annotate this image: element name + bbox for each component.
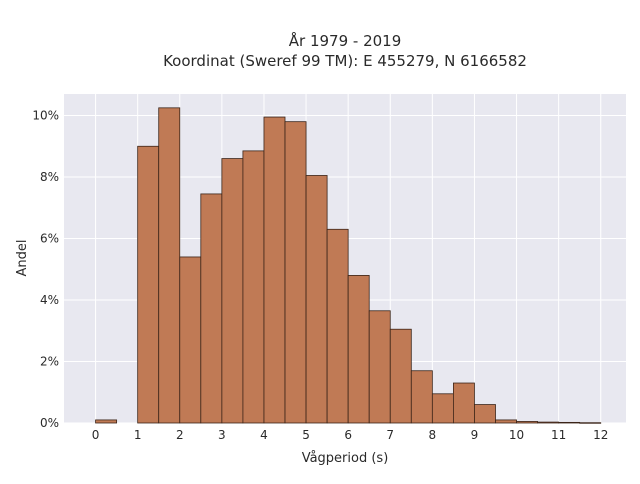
y-tick-label: 10%: [32, 109, 59, 123]
chart-title-line-1: År 1979 - 2019: [289, 31, 402, 50]
x-tick-label: 9: [471, 428, 479, 442]
histogram-bar: [495, 419, 517, 424]
histogram-bar: [516, 421, 538, 424]
histogram-bar: [579, 422, 602, 424]
histogram-bar: [305, 175, 328, 424]
y-tick-label: 6%: [40, 232, 59, 246]
histogram-bar: [368, 310, 391, 424]
histogram-bar: [158, 107, 181, 424]
chart-title-line-2: Koordinat (Sweref 99 TM): E 455279, N 61…: [163, 52, 527, 70]
y-tick-label: 4%: [40, 293, 59, 307]
y-axis-label: Andel: [15, 240, 30, 277]
x-tick-label: 3: [218, 428, 226, 442]
x-tick-label: 11: [551, 428, 566, 442]
histogram-bar: [221, 158, 244, 424]
histogram-bar: [242, 150, 265, 424]
histogram-bar: [95, 419, 118, 424]
histogram-bar: [453, 382, 475, 424]
x-tick-label: 4: [260, 428, 268, 442]
y-axis-ticks: 0% 2% 4% 6% 8% 10%: [32, 109, 59, 430]
x-tick-label: 8: [429, 428, 437, 442]
histogram-bar: [200, 193, 223, 424]
histogram-bar: [474, 404, 496, 424]
histogram-bar: [347, 275, 370, 424]
histogram-bar: [179, 256, 202, 424]
x-tick-label: 2: [176, 428, 184, 442]
x-axis-ticks: 0 1 2 3 4 5 6 7 8 9 10 11 12: [92, 428, 609, 442]
x-tick-label: 5: [302, 428, 310, 442]
histogram-bar: [389, 328, 412, 424]
x-axis-label: Vågperiod (s): [302, 451, 389, 466]
y-tick-label: 2%: [40, 355, 59, 369]
bars: [95, 107, 602, 424]
x-tick-label: 7: [386, 428, 394, 442]
x-tick-label: 10: [509, 428, 524, 442]
histogram-bar: [137, 145, 160, 424]
histogram-bar: [431, 393, 454, 424]
y-tick-label: 0%: [40, 416, 59, 430]
x-tick-label: 12: [593, 428, 608, 442]
y-tick-label: 8%: [40, 170, 59, 184]
x-tick-label: 0: [92, 428, 100, 442]
histogram-bar: [263, 116, 286, 424]
histogram-bar: [326, 228, 349, 424]
histogram-bar: [558, 421, 581, 424]
histogram-bar: [284, 121, 307, 424]
x-tick-label: 6: [344, 428, 352, 442]
histogram-bar: [410, 370, 433, 424]
x-tick-label: 1: [134, 428, 142, 442]
histogram-bar: [537, 421, 560, 424]
